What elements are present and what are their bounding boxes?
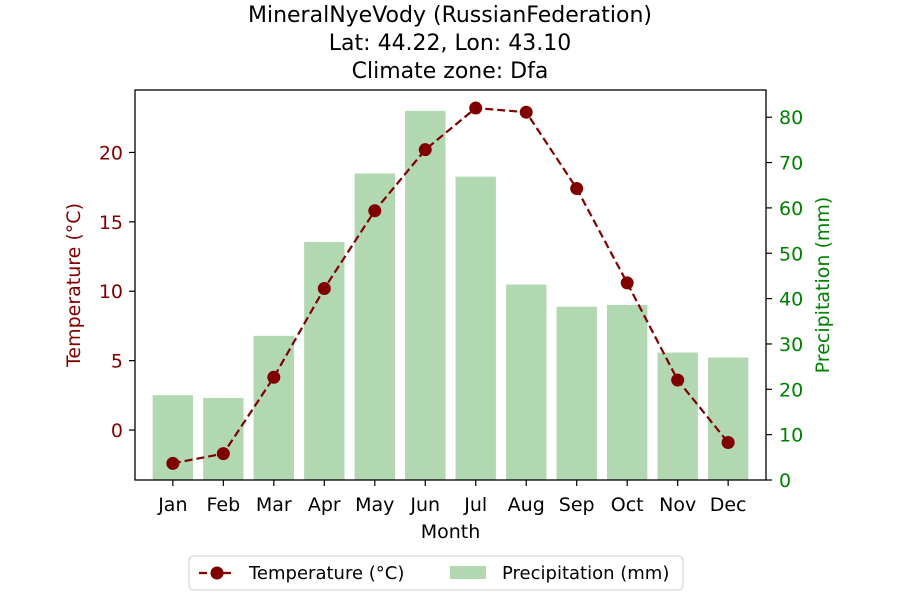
left-y-axis: 0 5 10 15 20 [99,142,135,442]
chart-title: MineralNyeVody (RussianFederation) Lat: 4… [248,3,652,84]
left-y-tick-label: 0 [111,420,123,442]
x-tick-label: Aug [508,494,545,516]
right-y-tick-label: 50 [779,243,803,265]
temperature-point [620,276,634,290]
x-tick-label: Sep [559,494,595,516]
temperature-point [469,101,483,115]
right-y-tick-label: 10 [779,425,803,447]
precipitation-bar [354,173,395,480]
temperature-point [317,281,331,295]
x-tick-label: May [355,494,394,516]
temperature-point [570,182,584,196]
right-y-tick-label: 20 [779,379,803,401]
precipitation-bar [203,397,244,480]
x-tick-label: Jul [463,494,487,516]
precipitation-bar [405,110,446,480]
temperature-point [671,373,685,387]
left-y-tick-label: 20 [99,142,123,164]
precipitation-bar [253,335,295,480]
precipitation-bar [304,241,345,480]
right-y-tick-label: 0 [779,470,791,492]
x-axis-label: Month [421,521,481,543]
temperature-point [166,456,180,470]
right-y-axis: 0 10 20 30 40 50 60 70 80 [766,107,803,492]
right-y-tick-label: 40 [779,289,803,311]
chart-title-line: Climate zone: Dfa [352,59,549,84]
legend-temperature-marker [210,566,224,580]
x-tick-label: Jan [157,494,187,516]
right-y-tick-label: 60 [779,198,803,220]
right-y-tick-label: 30 [779,334,803,356]
chart-title-line: Lat: 44.22, Lon: 43.10 [329,31,571,56]
left-y-axis-label: Temperature (°C) [63,203,85,368]
precipitation-bars [152,110,749,480]
precipitation-bar [556,306,597,480]
x-tick-label: Nov [659,494,696,516]
precipitation-bar [606,304,648,480]
legend: Temperature (°C) Precipitation (mm) [188,555,684,591]
legend-temperature-label: Temperature (°C) [248,563,404,584]
x-tick-label: Jun [409,494,440,516]
precipitation-bar [657,352,698,480]
left-y-tick-label: 15 [99,212,123,234]
chart-title-line: MineralNyeVody (RussianFederation) [248,3,652,28]
x-tick-label: Feb [207,494,241,516]
legend-box [188,555,684,591]
precipitation-bar [707,357,749,480]
temperature-series-line [172,106,729,465]
x-tick-label: Apr [308,494,341,516]
right-y-tick-label: 70 [779,153,803,175]
right-y-axis-label: Precipitation (mm) [812,197,834,374]
temperature-point [216,447,230,461]
legend-precipitation-label: Precipitation (mm) [502,563,669,584]
temperature-point [368,204,382,218]
temperature-line [166,101,735,470]
precipitation-bar [455,176,496,480]
plot-frame [134,89,767,481]
left-y-tick-label: 5 [111,351,123,373]
precipitation-bar [506,284,547,480]
x-tick-label: Oct [611,494,644,516]
x-tick-label: Mar [256,494,292,516]
x-axis: Jan Feb Mar Apr May Jun Jul Aug Sep Oct Nov Dec [157,480,747,516]
temperature-point [519,105,533,119]
legend-precipitation-swatch [450,566,486,579]
right-y-tick-label: 80 [779,107,803,129]
x-tick-label: Dec [710,494,747,516]
left-y-tick-label: 10 [99,281,123,303]
temperature-point [267,370,281,384]
temperature-point [418,143,432,157]
temperature-point [721,436,735,450]
